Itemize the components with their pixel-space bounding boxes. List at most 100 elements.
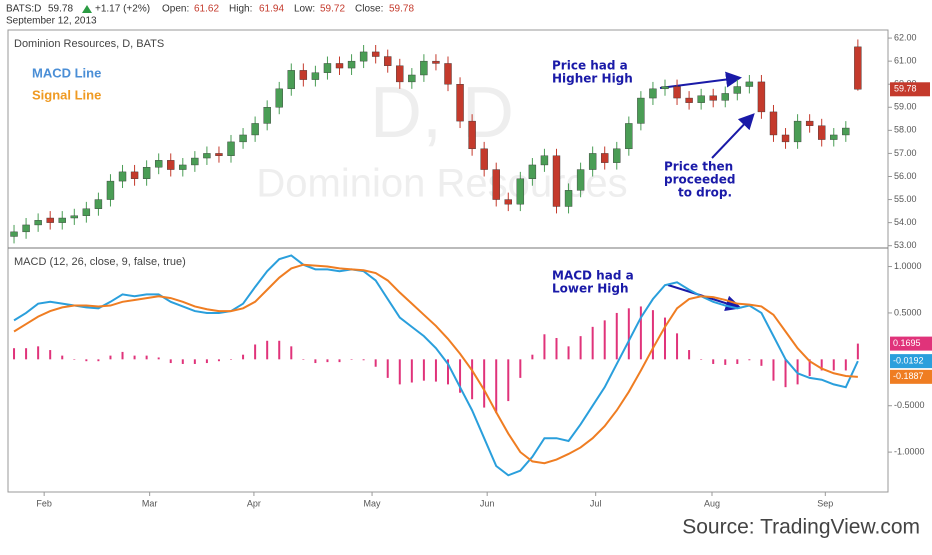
histogram-bar [386, 359, 389, 378]
histogram-bar [410, 359, 413, 383]
y-tick-label: 62.00 [894, 32, 917, 42]
candle-body [432, 60, 440, 64]
histogram-bar [230, 359, 233, 360]
candle-body [576, 169, 585, 191]
candle-body [179, 164, 187, 170]
histogram-bar [133, 355, 136, 360]
candle-body [323, 63, 332, 73]
histogram-bar [145, 355, 148, 360]
histogram-bar [25, 348, 28, 360]
symbol: BATS:D [6, 4, 41, 15]
histogram-bar [676, 333, 679, 360]
x-tick-label: May [364, 498, 382, 508]
close-label: Close: [355, 4, 383, 15]
histogram-bar [193, 359, 196, 364]
histogram-bar [639, 306, 642, 360]
histogram-bar [579, 336, 582, 360]
annotation: Lower High [552, 282, 629, 296]
histogram-bar [326, 359, 329, 363]
histogram-bar [73, 359, 76, 360]
candle-body [697, 95, 705, 103]
candle-body [745, 81, 754, 87]
candle-body [601, 153, 609, 163]
arrow [711, 113, 755, 159]
histogram-bar [157, 357, 160, 360]
arrow [659, 71, 742, 89]
candle-body [203, 153, 211, 159]
histogram-bar [712, 359, 715, 364]
histogram-bar [724, 359, 727, 365]
candle-body [685, 97, 693, 103]
annotation: Higher High [552, 72, 633, 86]
histogram-bar [820, 359, 823, 371]
histogram-bar [519, 359, 522, 378]
candle-body [817, 125, 826, 140]
frame [7, 29, 889, 493]
candle-body [854, 46, 862, 90]
candle-body [347, 60, 356, 69]
histogram-bar [459, 359, 462, 393]
candle-body [359, 51, 368, 62]
histogram-bar [350, 359, 353, 360]
candle-body [830, 134, 838, 140]
histogram-bar [615, 312, 618, 360]
annotation: Price had a [552, 59, 628, 73]
histogram-bar [374, 359, 377, 367]
high-label: High: [229, 4, 252, 15]
histogram-bar [760, 359, 763, 366]
macd-line [13, 263, 858, 465]
macd-title: MACD (12, 26, close, 9, false, true) [14, 256, 186, 268]
legend-macd: MACD Line [32, 65, 101, 80]
x-tick-label: Mar [142, 498, 158, 508]
price-tag: 59.78 [894, 84, 917, 94]
annotation: MACD had a [552, 269, 634, 283]
candle-body [637, 97, 645, 124]
candle-body [130, 171, 139, 179]
candle-body [468, 120, 476, 150]
histogram-bar [290, 346, 293, 360]
candle-body [408, 74, 416, 83]
histogram-bar [13, 348, 16, 360]
open: 61.62 [194, 4, 219, 15]
value-tag: 0.1695 [893, 338, 921, 348]
histogram-bar [169, 359, 172, 364]
date: September 12, 2013 [6, 16, 97, 27]
header: BATS:D 59.78 +1.17 (+2%) Open: 61.62 Hig… [6, 4, 414, 27]
candle-body [625, 123, 633, 150]
y-tick-label: -0.5000 [894, 400, 925, 410]
value-tag-bg [890, 336, 932, 351]
low-label: Low: [294, 4, 315, 15]
histogram-bar [736, 359, 739, 364]
histogram-bar [37, 346, 40, 360]
histogram-bar [314, 359, 317, 364]
histogram-bar [85, 359, 88, 362]
candle-body [82, 208, 91, 216]
histogram-bar [398, 359, 401, 385]
candle-body [70, 215, 79, 219]
x-tick-label: Apr [247, 498, 261, 508]
histogram-bar [784, 359, 787, 388]
candle-body [564, 190, 573, 207]
histogram-bar [651, 310, 654, 360]
high: 61.94 [259, 4, 284, 15]
histogram-bar [844, 359, 847, 371]
candle-body [456, 84, 464, 122]
candle-body [588, 153, 597, 170]
y-tick-label: 57.00 [894, 148, 917, 158]
histogram-bar [266, 340, 269, 360]
x-tick-label: Jul [590, 498, 602, 508]
histogram-bar [700, 359, 703, 360]
candle-body [757, 81, 766, 113]
candle-body [287, 70, 295, 90]
histogram-bar [471, 359, 474, 400]
candle-body [191, 157, 199, 166]
histogram-bar [543, 334, 546, 360]
candle-body [251, 123, 259, 136]
histogram-bar [688, 350, 691, 360]
histogram-bar [627, 308, 630, 360]
histogram-bar [97, 359, 100, 362]
histogram-bar [109, 355, 112, 360]
candle-body [371, 51, 380, 57]
candle-body [311, 72, 320, 80]
